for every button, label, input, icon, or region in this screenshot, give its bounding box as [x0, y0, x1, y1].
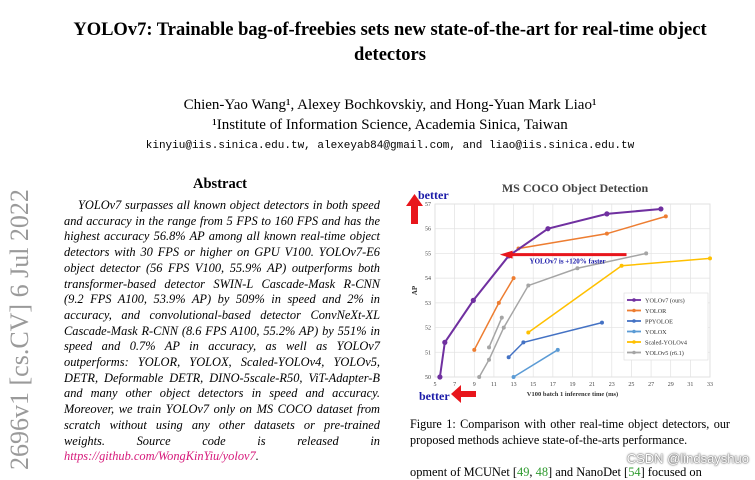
x-tick-label: 17	[550, 382, 556, 388]
data-point	[663, 214, 668, 219]
data-point	[599, 320, 604, 325]
x-tick-label: 33	[707, 382, 713, 388]
data-point	[545, 226, 551, 232]
data-point	[511, 276, 516, 281]
data-point	[604, 211, 610, 217]
x-tick-label: 21	[589, 382, 595, 388]
data-point	[526, 283, 531, 288]
chart-legend: YOLOv7 (ours) YOLOR PPYOLOE YOLOX Scaled-YOL…	[623, 292, 709, 361]
legend-marker	[632, 350, 636, 355]
source-code-link[interactable]: https://github.com/WongKinYiu/yolov7	[64, 449, 256, 464]
figure-caption: Figure 1: Comparison with other real-tim…	[410, 417, 730, 447]
y-tick-label: 57	[425, 202, 431, 208]
data-point	[506, 355, 511, 360]
better-left-arrow-shaft	[460, 391, 476, 397]
paper-title: YOLOv7: Trainable bag-of-freebies sets n…	[73, 20, 707, 65]
legend-label: PPYOLOE	[645, 318, 673, 325]
abstract-heading: Abstract	[193, 176, 247, 192]
legend-label: YOLOX	[645, 329, 667, 336]
data-point	[604, 231, 609, 236]
citation-link[interactable]: 49	[517, 465, 530, 479]
legend-marker	[632, 319, 636, 323]
x-tick-label: 31	[687, 382, 693, 388]
arxiv-identifier: 2696v1 [cs.CV] 6 Jul 2022	[5, 189, 34, 470]
data-point	[619, 263, 624, 268]
chart-title: MS COCO Object Detection	[501, 181, 649, 195]
better-label-bottom: better	[419, 389, 450, 403]
data-point	[437, 374, 443, 380]
chart-svg: 5 7 9 11 13 15 17 19 21 23 25 27 29 31 335051525354555…	[406, 194, 713, 403]
citation-link[interactable]: 48	[535, 465, 549, 479]
chart-annotations	[406, 194, 476, 403]
data-point	[511, 375, 516, 379]
y-tick-label: 53	[425, 301, 431, 307]
data-point	[708, 256, 712, 261]
data-point	[555, 347, 560, 352]
abstract-text: YOLOv7 surpasses all known object detect…	[64, 198, 380, 448]
better-up-arrow-shaft	[411, 204, 418, 224]
data-point	[644, 251, 649, 256]
legend-label: YOLOv5 (r6.1)	[645, 350, 684, 357]
better-label-top: better	[418, 188, 449, 202]
data-point	[472, 347, 477, 352]
y-tick-label: 55	[425, 251, 431, 257]
y-tick-label: 56	[425, 227, 431, 233]
abstract-end: .	[255, 449, 259, 464]
author-list: Chien-Yao Wang¹, Alexey Bochkovskiy, and…	[183, 97, 597, 113]
data-point	[575, 266, 580, 271]
x-axis-label: V100 batch 1 inference time (ms)	[527, 391, 618, 398]
data-point	[499, 315, 504, 320]
y-tick-label: 51	[425, 350, 431, 356]
data-point	[496, 300, 501, 305]
legend-label: Scaled-YOLOv4	[645, 339, 687, 346]
speedup-annotation: YOLOv7 is +120% faster	[530, 258, 606, 266]
y-tick-label: 50	[425, 375, 431, 381]
x-tick-label: 9	[473, 382, 476, 388]
better-up-arrow-head	[406, 194, 423, 206]
y-tick-label: 54	[425, 276, 431, 282]
y-axis-label: AP	[411, 285, 419, 295]
x-tick-label: 15	[530, 382, 536, 388]
abstract-body: YOLOv7 surpasses all known object detect…	[64, 198, 380, 465]
data-point	[442, 339, 448, 345]
data-point	[658, 206, 664, 212]
y-tick-label: 52	[425, 326, 431, 332]
legend-marker	[632, 298, 636, 302]
series-line	[488, 317, 503, 348]
series-line	[478, 252, 647, 378]
watermark: CSDN @lindsayshuo	[626, 451, 749, 466]
x-tick-label: 29	[668, 382, 674, 388]
series-line	[513, 349, 559, 378]
x-tick-label: 7	[453, 382, 456, 388]
data-point	[477, 375, 482, 379]
x-tick-label: 13	[511, 382, 517, 388]
x-tick-label: 23	[609, 382, 615, 388]
legend-marker	[632, 340, 636, 344]
speedup-arrowhead	[499, 250, 513, 259]
x-tick-label: 27	[648, 382, 654, 388]
x-tick-label: 5	[434, 382, 437, 388]
data-point	[487, 345, 492, 350]
body-text-fragment: opment of MCUNet [49, 48] and NanoDet [5…	[410, 465, 702, 479]
data-point	[487, 357, 492, 362]
data-point	[470, 297, 476, 303]
legend-marker	[632, 329, 636, 334]
citation-link[interactable]: 54	[628, 465, 641, 479]
x-tick-label: 11	[491, 382, 497, 388]
chart-series: YOLOv7 is +120% faster	[437, 206, 712, 380]
x-tick-label: 19	[570, 382, 576, 388]
legend-label: YOLOR	[645, 308, 667, 315]
x-tick-label: 25	[628, 382, 634, 388]
legend-marker	[632, 308, 636, 313]
data-point	[526, 330, 531, 335]
author-emails: kinyiu@iis.sinica.edu.tw, alexeyab84@gma…	[145, 140, 635, 152]
chart-axes: 5 7 9 11 13 15 17 19 21 23 25 27 29 31 335051525354555…	[411, 202, 713, 398]
data-point	[521, 340, 526, 345]
legend-box	[623, 292, 709, 361]
legend-label: YOLOv7 (ours)	[645, 297, 685, 304]
better-left-arrow-head	[451, 385, 461, 403]
affiliation: ¹Institute of Information Science, Acade…	[212, 117, 568, 133]
data-point	[501, 325, 506, 330]
